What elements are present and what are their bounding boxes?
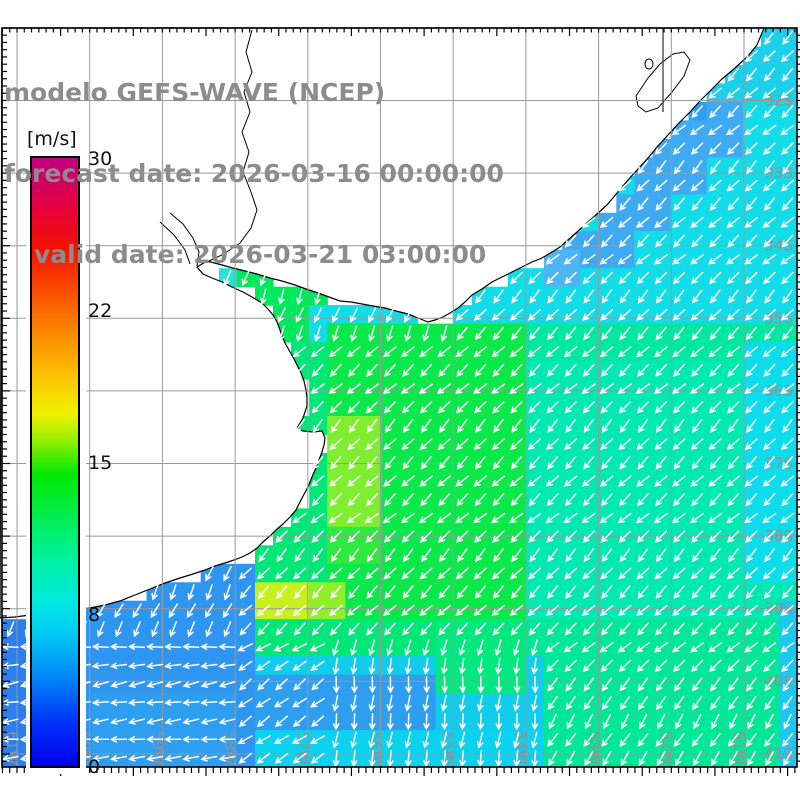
lon-label: 55W <box>439 731 457 765</box>
lat-label: 36S <box>764 382 793 400</box>
colorbar-gradient <box>30 156 80 768</box>
river-lines <box>159 29 258 267</box>
colorbar-tick-label: 22 <box>88 300 113 322</box>
model-title: modelo GEFS-WAVE (NCEP) <box>4 78 386 107</box>
small-lake <box>644 58 654 70</box>
colorbar-tick-label: 0 <box>88 756 101 778</box>
colorbar-tick-label: 15 <box>88 452 113 474</box>
colorbar-tick-label: 8 <box>88 604 101 626</box>
graticule-grid <box>2 28 797 767</box>
lon-label: 56W <box>367 731 385 765</box>
forecast-date-label: forecast date: 2026-03-16 00:00:00 <box>4 159 504 188</box>
lat-label: 32S <box>764 92 793 110</box>
lat-label: 39S <box>764 600 793 618</box>
colorbar-tick-label: 30 <box>88 148 113 170</box>
lat-label: 41S <box>764 745 793 763</box>
valid-date-label: valid date: 2026-03-21 03:00:00 <box>34 240 487 269</box>
lat-label: 34S <box>764 237 793 255</box>
map-title-block: modelo GEFS-WAVE (NCEP) forecast date: 2… <box>4 25 504 295</box>
landmass-coastline <box>0 27 765 619</box>
map-frame <box>1 27 798 768</box>
colorbar-unit-label: [m/s] <box>27 128 77 150</box>
